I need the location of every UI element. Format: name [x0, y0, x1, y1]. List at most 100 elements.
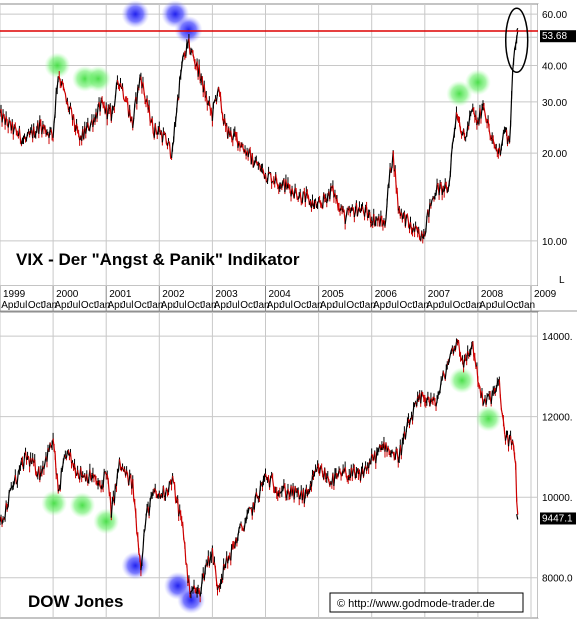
month-label: Apr — [373, 300, 389, 311]
dow-segment — [442, 371, 445, 376]
month-label: Jan — [200, 300, 216, 311]
dow-segment — [200, 579, 203, 591]
vix-y-tick-label: 20.00 — [542, 149, 567, 160]
vix-segment — [449, 156, 452, 175]
vix-segment — [72, 114, 76, 127]
month-label: Jan — [94, 300, 110, 311]
dow-segment — [298, 495, 301, 500]
vix-segment — [181, 57, 184, 67]
dow-segment — [449, 349, 452, 355]
vix-segment — [77, 131, 80, 134]
dow-segment — [426, 396, 429, 401]
vix-segment — [287, 182, 290, 186]
vix-highlight-green — [464, 69, 491, 96]
dow-segment — [474, 357, 477, 367]
dow-segment — [436, 395, 439, 401]
dow-segment — [408, 419, 412, 426]
dow-segment — [317, 465, 320, 469]
vix-segment — [294, 187, 297, 191]
dow-last-value-badge: 9447.1 — [540, 512, 576, 525]
vix-segment — [87, 122, 90, 131]
dow-segment — [404, 429, 408, 440]
dow-segment — [22, 455, 26, 470]
vix-segment — [89, 122, 92, 129]
vix-highlight-blue — [121, 0, 150, 29]
dow-last-value: 9447.1 — [542, 513, 573, 524]
dow-segment — [238, 525, 241, 530]
dow-segment — [268, 477, 272, 488]
dow-segment — [335, 472, 338, 477]
vix-segment — [142, 81, 145, 92]
dow-segment — [354, 472, 357, 479]
vix-segment — [58, 76, 61, 83]
dow-segment — [106, 474, 109, 482]
vix-segment — [5, 116, 8, 124]
dow-segment — [18, 465, 21, 470]
vix-segment — [271, 181, 274, 184]
month-label: Jul — [121, 300, 134, 311]
dow-segment — [490, 392, 493, 404]
month-label: Apr — [479, 300, 495, 311]
dow-segment — [8, 490, 11, 493]
dow-segment — [145, 508, 148, 518]
month-label: Jul — [492, 300, 505, 311]
dow-segment — [177, 498, 180, 517]
vix-segment — [2, 113, 5, 116]
dow-segment — [218, 584, 222, 588]
dow-segment — [186, 564, 189, 583]
dow-segment — [504, 434, 508, 441]
dow-segment — [56, 474, 59, 492]
dow-segment — [95, 480, 98, 485]
dow-y-tick-label: 8000.0 — [542, 574, 573, 585]
vix-segment — [121, 86, 125, 98]
year-label: 2007 — [428, 289, 451, 300]
dow-segment — [488, 393, 491, 398]
vix-segment — [351, 206, 354, 210]
vix-segment — [459, 131, 463, 135]
month-label: Jan — [307, 300, 323, 311]
dow-segment — [486, 394, 489, 397]
vix-segment — [7, 119, 10, 128]
dow-highlight-green — [475, 405, 502, 432]
dow-segment — [280, 490, 283, 493]
vix-segment — [180, 66, 183, 75]
month-label: Jan — [254, 300, 270, 311]
month-label: Jan — [413, 300, 429, 311]
vix-segment — [323, 193, 326, 199]
year-label: 1999 — [3, 289, 26, 300]
vix-segment — [492, 139, 495, 146]
vix-segment — [122, 97, 126, 102]
dow-segment — [502, 420, 506, 431]
dow-segment — [470, 345, 473, 350]
year-label: 2005 — [322, 289, 345, 300]
vix-segment — [176, 97, 179, 112]
dow-segment — [390, 451, 393, 454]
vix-segment — [69, 106, 73, 110]
vix-segment — [232, 133, 235, 141]
vix-segment — [138, 77, 141, 89]
vix-segment — [183, 53, 186, 57]
dow-segment — [498, 379, 501, 397]
dow-segment — [362, 468, 366, 477]
dow-segment — [266, 476, 268, 479]
vix-segment — [493, 144, 496, 149]
vix-segment — [453, 124, 457, 132]
vix-segment — [168, 140, 170, 143]
dow-title: DOW Jones — [28, 592, 123, 611]
dow-highlight-green — [448, 367, 475, 394]
vix-segment — [334, 192, 337, 200]
vix-segment — [469, 113, 472, 117]
dow-segment — [295, 491, 298, 493]
dow-segment — [501, 414, 505, 421]
dow-segment — [464, 358, 467, 361]
vix-segment — [499, 146, 502, 156]
dow-segment — [27, 455, 30, 458]
dow-segment — [285, 495, 288, 498]
vix-segment — [276, 181, 279, 187]
dow-segment — [143, 529, 146, 534]
dow-segment — [115, 473, 119, 487]
dow-segment — [376, 450, 379, 453]
vix-segment — [503, 131, 505, 134]
dow-segment — [262, 475, 266, 480]
vix-segment — [34, 133, 37, 138]
